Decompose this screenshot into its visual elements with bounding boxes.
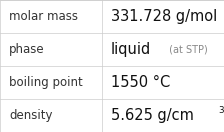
Text: phase: phase xyxy=(9,43,45,56)
Text: 3: 3 xyxy=(218,106,224,115)
Text: density: density xyxy=(9,109,52,122)
Text: (at STP): (at STP) xyxy=(166,44,208,55)
Text: molar mass: molar mass xyxy=(9,10,78,23)
Text: 331.728 g/mol: 331.728 g/mol xyxy=(111,9,217,24)
Text: liquid: liquid xyxy=(111,42,151,57)
Text: 5.625 g/cm: 5.625 g/cm xyxy=(111,108,194,123)
Text: boiling point: boiling point xyxy=(9,76,83,89)
Text: 1550 °C: 1550 °C xyxy=(111,75,170,90)
